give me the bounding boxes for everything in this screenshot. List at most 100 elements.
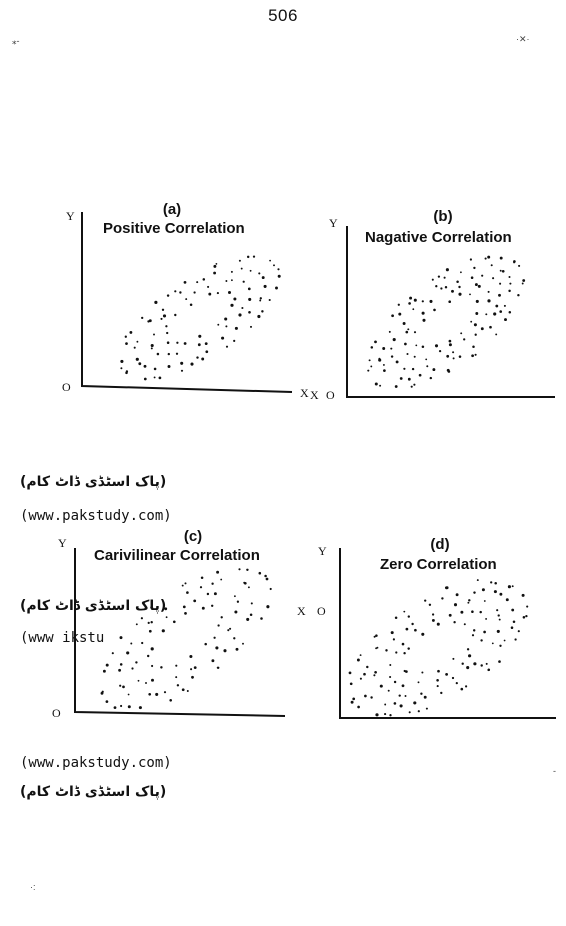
scatter-dot bbox=[373, 674, 376, 677]
scatter-dot bbox=[247, 586, 250, 589]
scatter-dot bbox=[148, 629, 152, 633]
scatter-dot bbox=[511, 585, 514, 588]
scatter-dot bbox=[445, 268, 449, 272]
scatter-dot bbox=[148, 692, 152, 696]
scatter-dot bbox=[264, 574, 267, 578]
scatter-dot bbox=[410, 385, 413, 388]
scatter-dot bbox=[379, 684, 383, 688]
scatter-dot bbox=[499, 269, 502, 272]
scatter-dot bbox=[498, 660, 501, 663]
scatter-dot bbox=[120, 359, 124, 363]
scatter-dot bbox=[148, 319, 152, 323]
scatter-dot bbox=[414, 628, 417, 632]
scatter-dot bbox=[525, 614, 528, 618]
watermark-url-1: (www.pakstudy.com) bbox=[20, 508, 172, 524]
scatter-dot bbox=[172, 620, 176, 624]
scatter-dot bbox=[184, 612, 187, 615]
scatter-dot bbox=[405, 330, 409, 334]
panel-b-y-label: Y bbox=[329, 216, 338, 230]
scatter-dot bbox=[375, 713, 379, 717]
scatter-dot bbox=[481, 588, 485, 592]
scatter-dot bbox=[522, 279, 526, 282]
scatter-dot bbox=[119, 684, 122, 687]
scatter-dot bbox=[498, 618, 501, 621]
scatter-dot bbox=[137, 679, 140, 682]
scatter-dot bbox=[258, 272, 261, 275]
scatter-dot bbox=[518, 264, 521, 267]
scan-speck: ·✕· bbox=[516, 34, 530, 44]
scatter-dot bbox=[408, 711, 411, 714]
scatter-dot bbox=[269, 259, 271, 262]
scatter-dot bbox=[517, 293, 520, 297]
scatter-dot bbox=[507, 585, 511, 589]
scatter-dot bbox=[234, 610, 238, 614]
scatter-dot bbox=[150, 343, 154, 348]
panel-c-tag: (c) bbox=[183, 528, 203, 545]
scatter-dot bbox=[374, 340, 377, 344]
panel-a-origin-label: O bbox=[62, 380, 71, 394]
scatter-dot bbox=[129, 330, 133, 334]
scatter-dot bbox=[153, 367, 157, 371]
scatter-dot bbox=[370, 346, 374, 349]
scatter-dot bbox=[431, 278, 434, 281]
scatter-dot bbox=[407, 328, 410, 331]
scatter-dot bbox=[455, 681, 458, 685]
scatter-dot bbox=[398, 312, 402, 316]
scatter-dot bbox=[465, 685, 468, 688]
scatter-dot bbox=[421, 632, 425, 636]
scatter-dot bbox=[487, 299, 491, 303]
scatter-dot bbox=[250, 602, 253, 605]
scatter-dot bbox=[167, 352, 170, 356]
scatter-dot bbox=[394, 385, 398, 388]
scatter-dot bbox=[431, 613, 435, 616]
scatter-dot bbox=[213, 271, 217, 275]
scatter-dot bbox=[446, 354, 450, 358]
scatter-dot bbox=[423, 695, 427, 699]
scatter-dot bbox=[403, 652, 406, 655]
scatter-dot bbox=[213, 592, 217, 596]
scatter-dot bbox=[413, 331, 417, 334]
scatter-dot bbox=[156, 352, 160, 356]
scatter-dot bbox=[473, 662, 477, 666]
scatter-dot bbox=[223, 649, 227, 653]
scatter-dot bbox=[227, 290, 232, 295]
scatter-dot bbox=[175, 676, 178, 679]
scatter-dot bbox=[231, 279, 233, 282]
scatter-dot bbox=[452, 357, 455, 360]
scatter-dot bbox=[421, 311, 425, 315]
scatter-dot bbox=[415, 344, 418, 347]
scatter-dot bbox=[447, 370, 451, 373]
scatter-dot bbox=[452, 657, 455, 660]
scatter-dot bbox=[166, 331, 169, 335]
scatter-dot bbox=[249, 325, 253, 328]
scatter-dot bbox=[448, 343, 452, 347]
scatter-dot bbox=[382, 363, 385, 366]
scatter-dot bbox=[441, 597, 444, 600]
panel-c-y-label: Y bbox=[58, 536, 67, 550]
scatter-dot bbox=[160, 317, 163, 320]
scatter-dot bbox=[181, 688, 185, 692]
scatter-dot bbox=[452, 351, 455, 354]
scatter-dot bbox=[431, 618, 435, 622]
scatter-dot bbox=[220, 616, 223, 619]
scatter-dot bbox=[216, 666, 219, 669]
scatter-dot bbox=[487, 255, 491, 259]
scatter-dot bbox=[425, 358, 428, 361]
scatter-dot bbox=[526, 605, 529, 608]
scatter-dot bbox=[411, 622, 414, 626]
scatter-dot bbox=[397, 303, 400, 306]
scatter-dot bbox=[485, 313, 488, 316]
scatter-dot bbox=[105, 663, 109, 667]
scatter-dot bbox=[180, 369, 184, 372]
scatter-dot bbox=[211, 604, 214, 607]
scatter-dot bbox=[479, 610, 482, 614]
scatter-dot bbox=[198, 334, 202, 338]
scatter-dot bbox=[440, 691, 443, 695]
scatter-dot bbox=[124, 335, 127, 338]
scatter-dot bbox=[174, 290, 177, 293]
scatter-dot bbox=[499, 282, 502, 285]
scatter-dot bbox=[389, 714, 392, 717]
scatter-dot bbox=[269, 587, 272, 591]
scatter-dot bbox=[451, 676, 455, 680]
scatter-dot bbox=[413, 298, 417, 302]
